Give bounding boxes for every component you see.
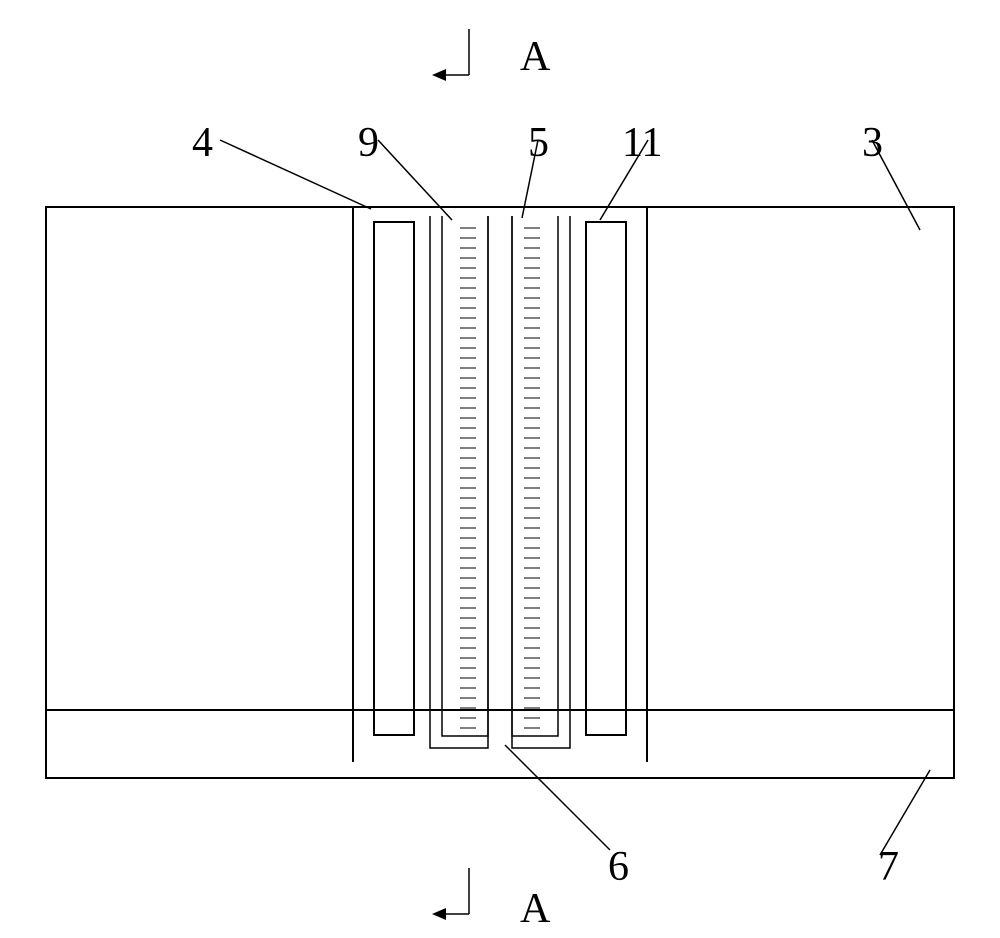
label-A_bottom: A — [520, 886, 551, 932]
label-n6: 6 — [608, 844, 629, 890]
label-A_top: A — [520, 34, 551, 80]
label-n5: 5 — [528, 120, 549, 166]
label-n11: 11 — [622, 120, 662, 166]
label-n4: 4 — [192, 120, 213, 166]
label-n3: 3 — [862, 120, 883, 166]
label-n7: 7 — [878, 844, 899, 890]
label-n9: 9 — [358, 120, 379, 166]
canvas-bg — [0, 0, 1000, 938]
